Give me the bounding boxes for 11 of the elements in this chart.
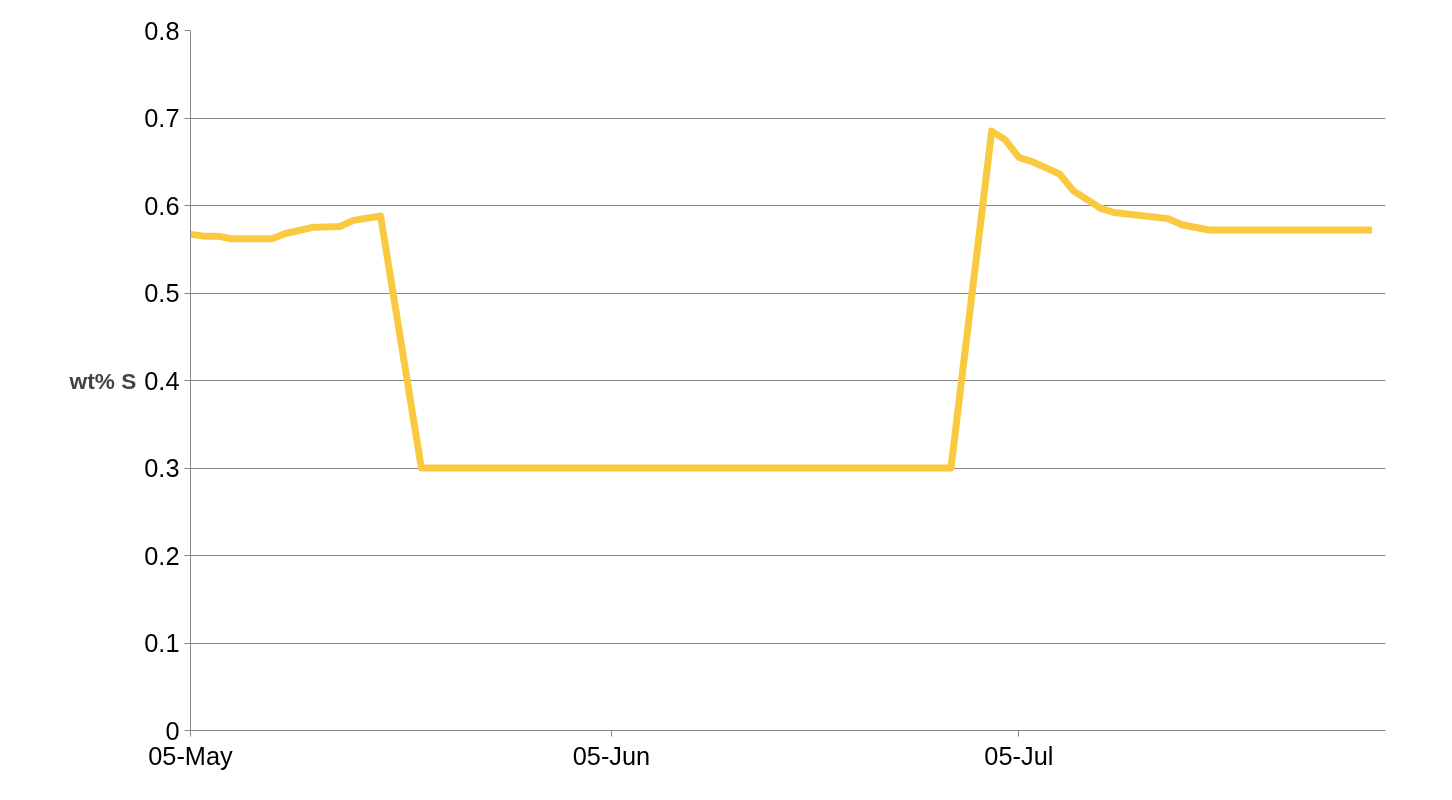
y-tick-label: 0.3 [144,454,180,482]
y-tick-label: 0.2 [144,541,180,570]
y-tick-label: 0.7 [144,104,180,132]
x-tick-label: 05-Jul [984,741,1054,770]
y-tick-label: 0.5 [144,279,180,307]
y-tick-label: 0.8 [144,16,180,45]
x-tick-label: 05-Jun [572,741,651,770]
y-tick-label: 0.4 [144,366,180,395]
y-axis-title: wt% S [68,367,137,394]
y-tick-label: 0.1 [144,629,180,657]
y-tick-label: 0.6 [144,191,180,220]
